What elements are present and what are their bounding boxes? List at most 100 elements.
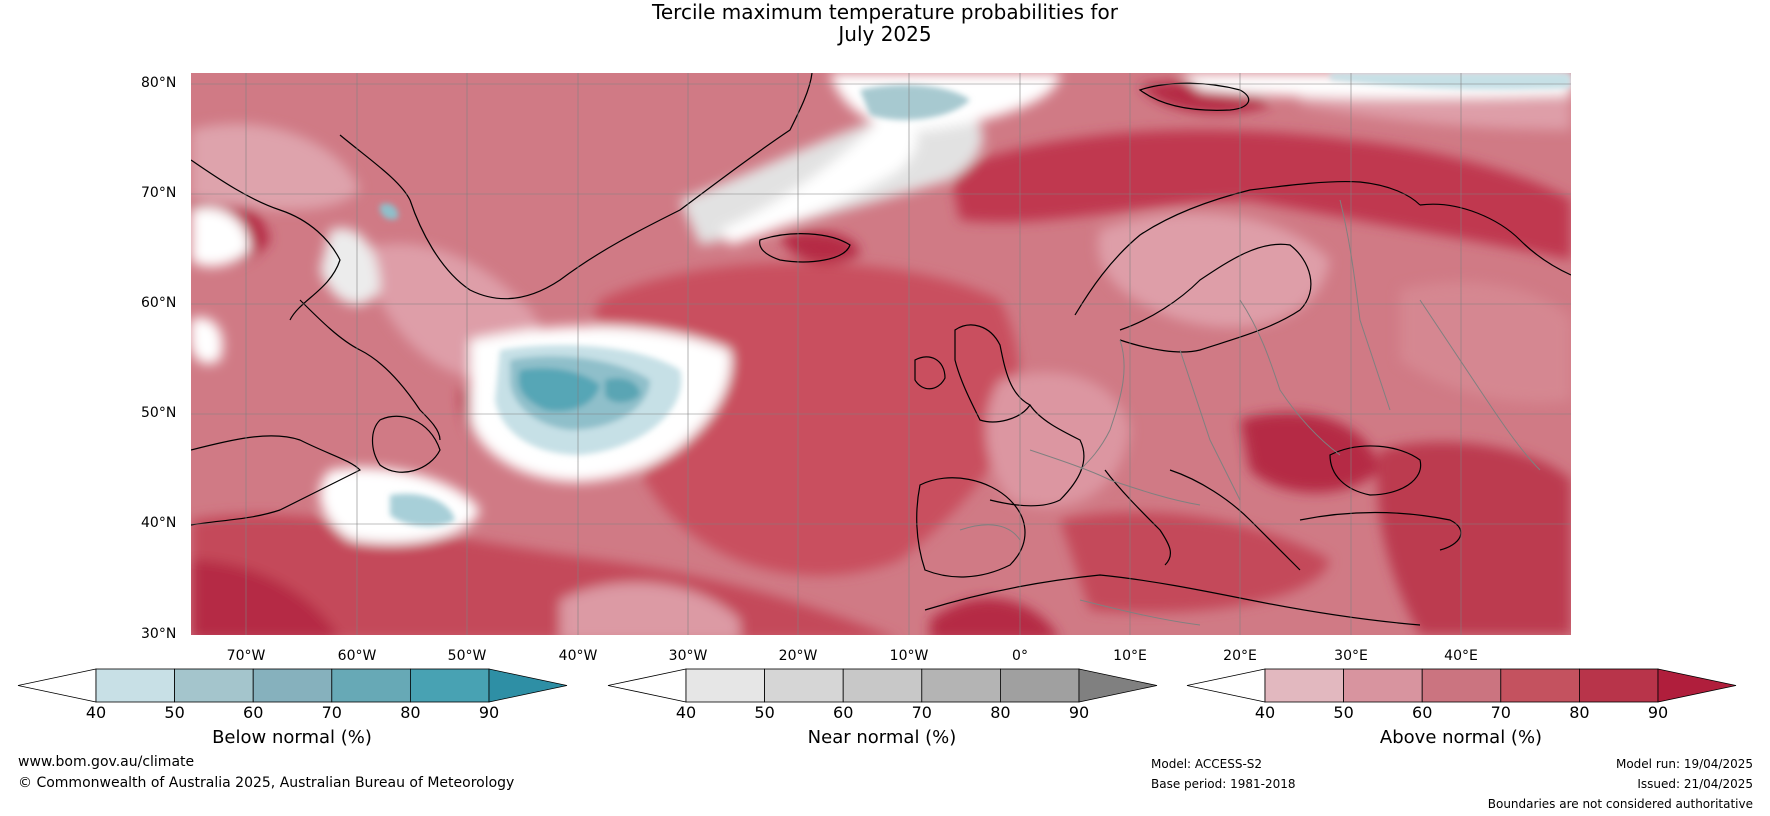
- colorbar-below-normal-low-extension: [17, 668, 97, 703]
- footer-base-period: Base period: 1981-2018: [1151, 777, 1296, 791]
- deep-red-region-middle-east: [1377, 441, 1571, 635]
- western-europe-coast: [989, 404, 1085, 507]
- light-red-region-east-europe: [1400, 281, 1571, 403]
- below-normal-region-greenland-coast: [380, 203, 399, 220]
- colorbar-below-normal-tick: 60: [243, 703, 264, 722]
- footer-copyright: © Commonwealth of Australia 2025, Austra…: [18, 775, 515, 791]
- below-normal-region-atlantic-dark: [518, 368, 600, 412]
- colorbar-label-above-normal: Above normal (%): [1379, 727, 1543, 748]
- map-field: [191, 73, 1571, 635]
- colorbar-above-normal-tick: 90: [1647, 703, 1669, 722]
- colorbar-near-normal-tick: 80: [990, 703, 1011, 722]
- north-africa-coast: [924, 574, 1421, 626]
- italy-coast: [1104, 469, 1172, 566]
- lon-label-30w: 30°W: [668, 648, 708, 664]
- lat-label-50n: 50°N: [141, 405, 177, 421]
- colorbar-below-normal-segment-5: [409, 668, 490, 703]
- light-red-region-subtropical-atlantic: [560, 582, 740, 635]
- lon-label-50w: 50°W: [447, 648, 487, 664]
- colorbar-near-normal-tick: 70: [911, 703, 932, 722]
- iberia-coast: [916, 477, 1026, 578]
- colorbar-below-normal-segment-4: [331, 668, 411, 703]
- colorbar-near-normal-tick: 50: [754, 703, 775, 722]
- colorbar-above-normal-tick: 60: [1412, 703, 1433, 722]
- lon-label-40e: 40°E: [1444, 648, 1478, 664]
- colorbar-above-normal: [1186, 668, 1737, 703]
- colorbar-above-normal-segment-3: [1421, 668, 1502, 703]
- lon-label-0: 0°: [1012, 648, 1028, 664]
- colorbar-below-normal-tick: 50: [164, 703, 185, 722]
- border-line-2: [1179, 349, 1241, 501]
- border-line-7: [959, 524, 1021, 541]
- lon-label-60w: 60°W: [337, 648, 377, 664]
- lat-label-30n: 30°N: [141, 626, 177, 642]
- colorbar-below-normal-segment-3: [252, 668, 333, 703]
- baltic-coast: [1119, 243, 1312, 353]
- below-normal-region-svalbard: [860, 84, 970, 120]
- colorbar-near-normal-tick: 60: [833, 703, 854, 722]
- colorbar-label-near-normal: Near normal (%): [807, 727, 957, 748]
- light-red-region-north-sea: [191, 123, 360, 210]
- deep-red-region-black-sea: [1240, 412, 1380, 493]
- below-normal-region-arctic-ne: [1330, 73, 1571, 90]
- iceland-coast: [759, 233, 851, 263]
- lon-label-70w: 70°W: [226, 648, 266, 664]
- colorbar-label-below-normal: Below normal (%): [212, 727, 372, 748]
- labrador-coast: [299, 299, 441, 441]
- greenland-coast: [339, 73, 813, 300]
- ireland-coast: [914, 356, 946, 390]
- baffin-coast: [191, 159, 341, 321]
- border-line-1: [1079, 339, 1125, 471]
- colorbar-above-normal-segment-5: [1579, 668, 1659, 703]
- colorbar-above-normal-segment-1: [1264, 668, 1344, 703]
- colorbar-above-normal-segment-2: [1343, 668, 1423, 703]
- lat-label-60n: 60°N: [141, 295, 177, 311]
- deep-red-region-mediterranean: [1060, 512, 1330, 613]
- near-normal-region-southeast: [191, 317, 223, 364]
- colorbar-below-normal-tick: 90: [478, 703, 500, 722]
- colorbar-below-normal: [17, 668, 568, 703]
- colorbar-below-normal-tick: 70: [321, 703, 342, 722]
- colorbar-near-normal-segment-4: [921, 668, 1001, 703]
- lat-label-70n: 70°N: [141, 185, 177, 201]
- border-line-8: [1079, 599, 1201, 626]
- colorbar-near-normal-tick: 40: [675, 703, 697, 722]
- border-line-6: [1419, 299, 1541, 471]
- colorbar-above-normal-tick: 70: [1490, 703, 1511, 722]
- near-normal-region-arctic-white: [720, 119, 918, 245]
- colorbar-near-normal: [607, 668, 1158, 703]
- colorbar-above-normal-low-extension: [1186, 668, 1266, 703]
- chart-title-line2: July 2025: [838, 22, 932, 46]
- below-normal-region-newfoundland: [390, 493, 455, 527]
- norway-coast: [1074, 180, 1421, 316]
- footer-website-link[interactable]: www.bom.gov.au/climate: [18, 754, 195, 770]
- light-red-region-western-europe: [986, 372, 1130, 508]
- colorbar-below-normal-segment-1: [95, 668, 175, 703]
- svalbard-coast: [1138, 82, 1250, 111]
- lon-label-20w: 20°W: [778, 648, 818, 664]
- lon-label-30e: 30°E: [1334, 648, 1368, 664]
- deep-red-region-norwegian-sea: [950, 130, 1571, 260]
- anatolia-coast: [1299, 511, 1462, 551]
- lon-label-20e: 20°E: [1223, 648, 1257, 664]
- deep-red-region-southwest: [191, 560, 338, 635]
- border-line-3: [1239, 299, 1341, 456]
- north-america-east-coast: [191, 435, 362, 526]
- below-normal-region-atlantic-dark-2: [605, 378, 640, 403]
- footer-model-run: Model run: 19/04/2025: [1615, 757, 1753, 771]
- colorbar-near-normal-tick: 90: [1068, 703, 1090, 722]
- border-line-5: [1029, 449, 1201, 506]
- graticule: [191, 73, 1571, 635]
- colorbar-above-normal-high-extension: [1657, 668, 1737, 703]
- footer-model: Model: ACCESS-S2: [1151, 757, 1263, 771]
- lon-label-10e: 10°E: [1113, 648, 1147, 664]
- below-normal-contours: [380, 73, 1571, 527]
- balkans-coast: [1169, 469, 1301, 571]
- colorbar-near-normal-segment-2: [764, 668, 844, 703]
- colorbar-near-normal-low-extension: [607, 668, 687, 703]
- lon-label-40w: 40°W: [558, 648, 598, 664]
- colorbar-above-normal-segment-4: [1500, 668, 1580, 703]
- colorbar-near-normal-segment-1: [685, 668, 765, 703]
- lon-label-10w: 10°W: [889, 648, 929, 664]
